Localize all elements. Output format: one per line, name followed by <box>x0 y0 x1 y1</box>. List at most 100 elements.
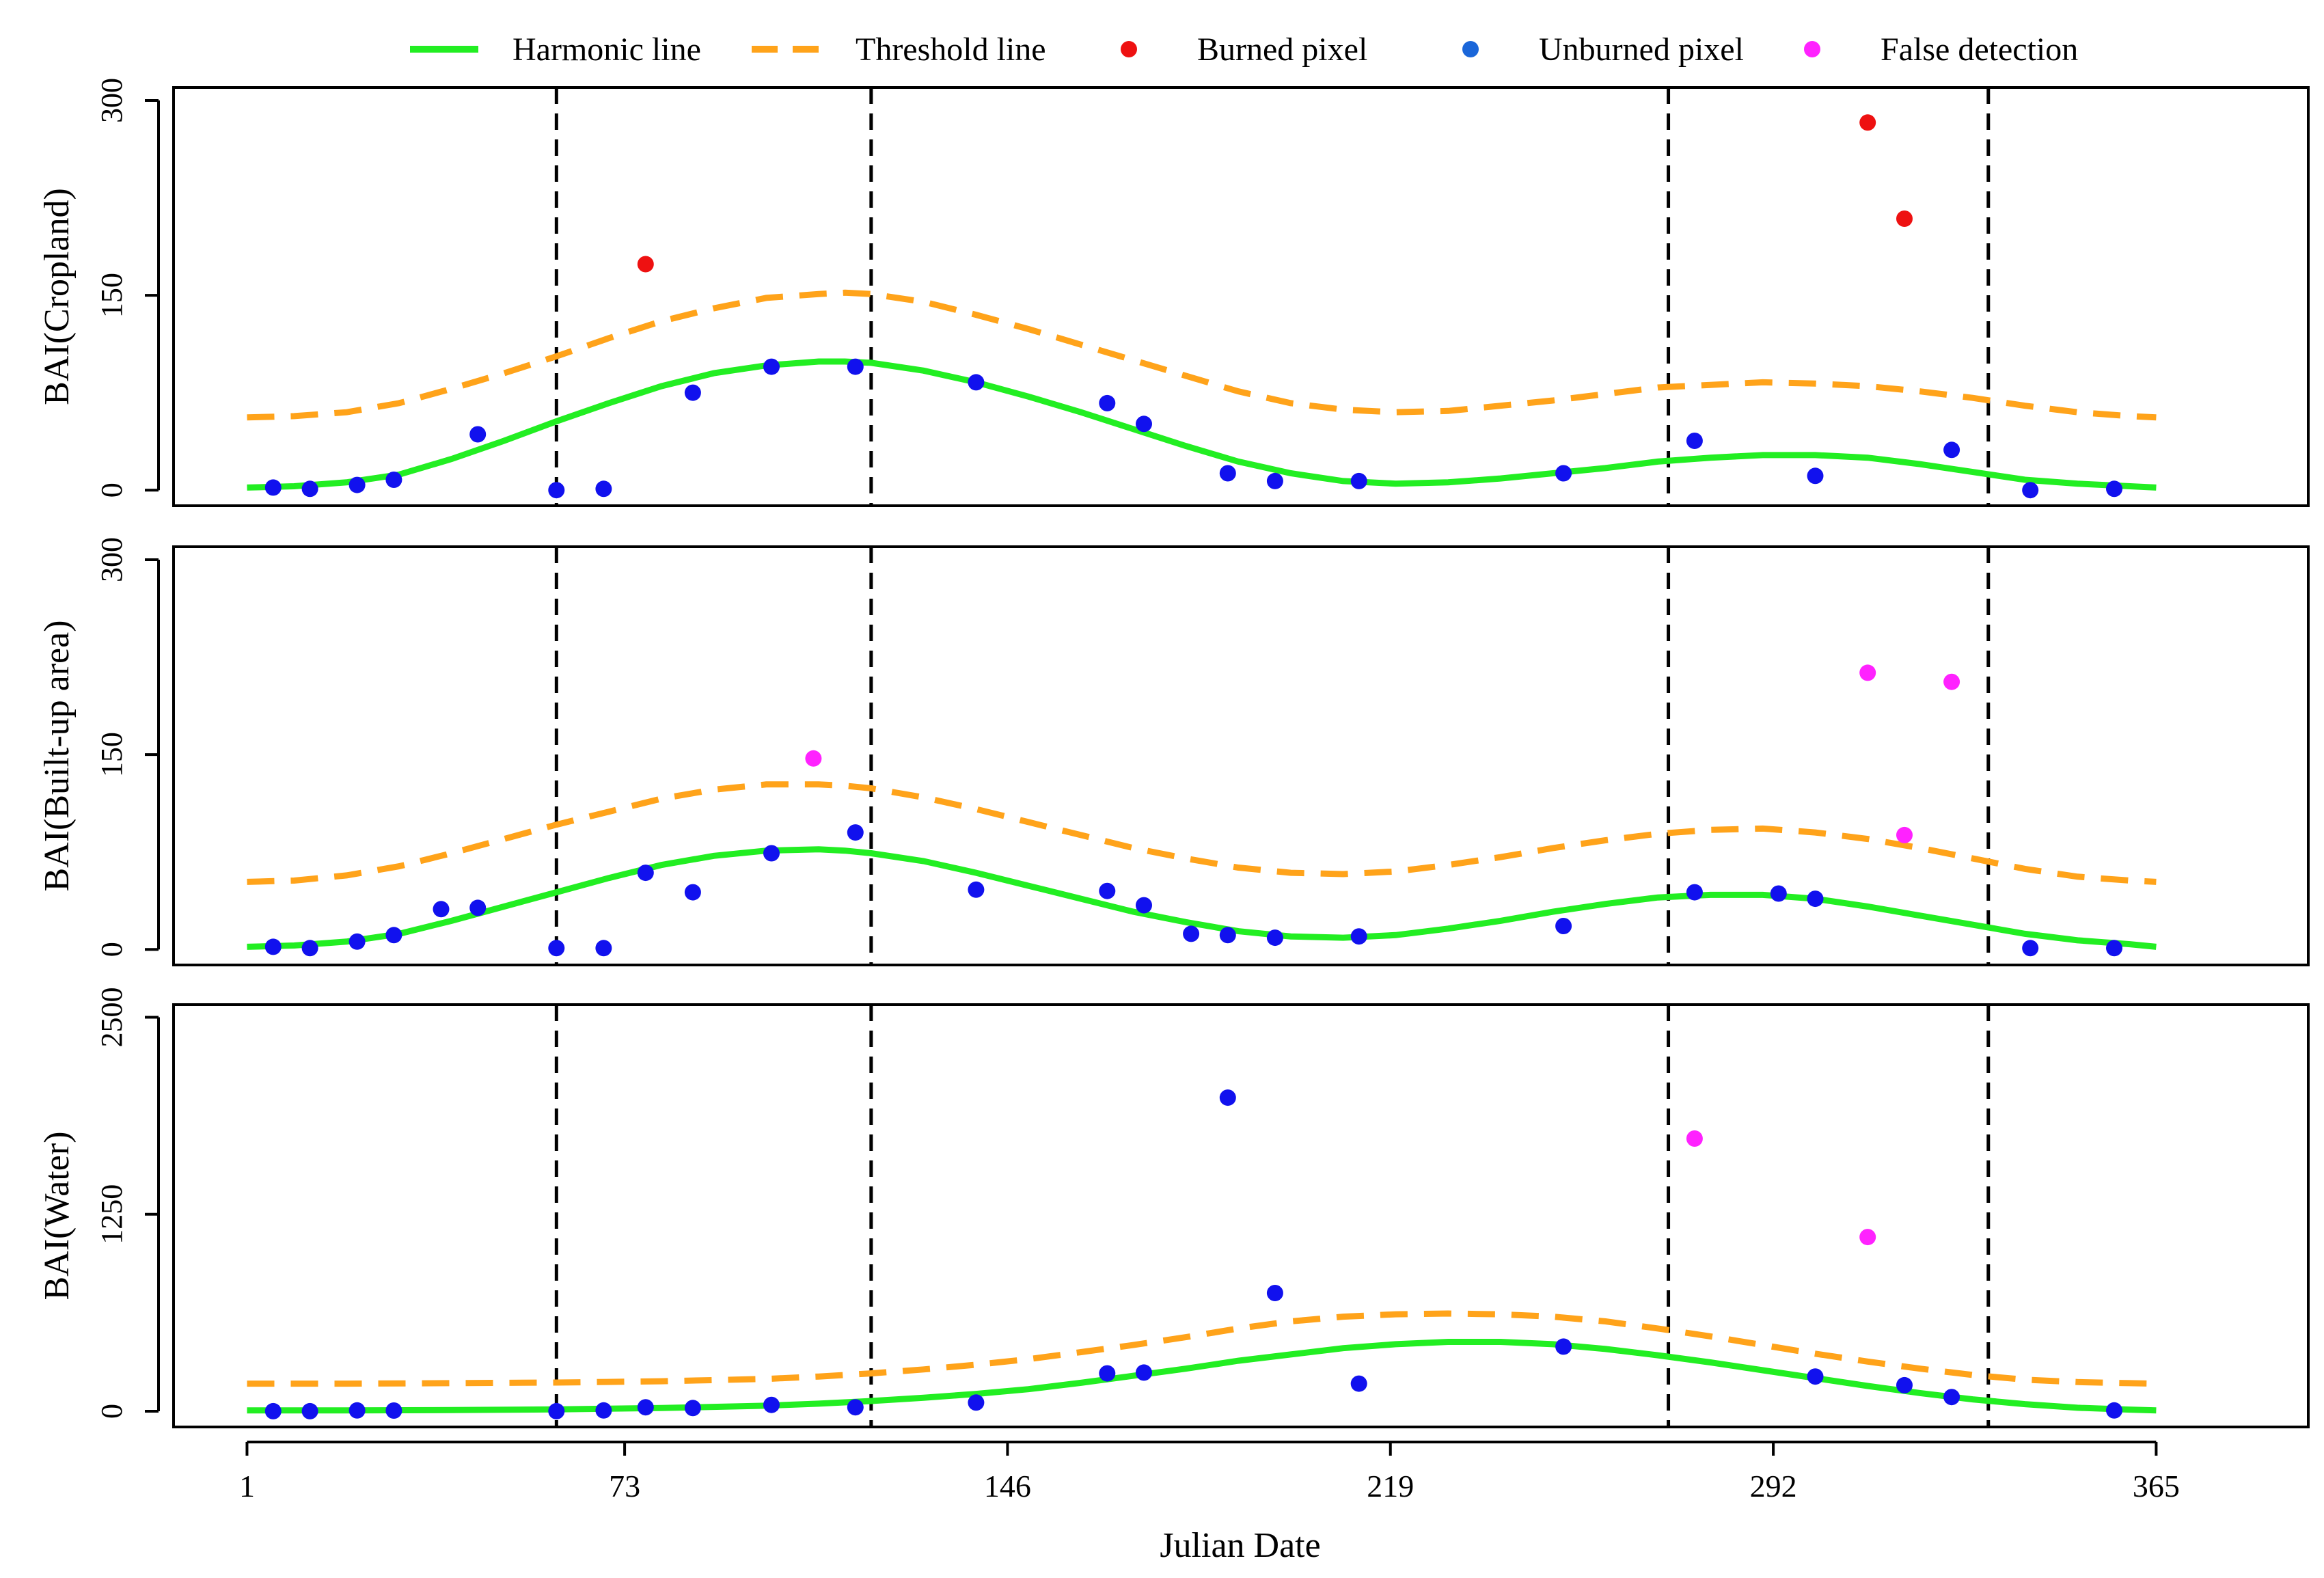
unburned-pixel-point <box>264 479 282 496</box>
x-tick-label: 146 <box>984 1469 1031 1504</box>
legend-swatch-point <box>1121 41 1137 57</box>
unburned-pixel-point <box>763 1396 780 1413</box>
y-tick-label: 150 <box>95 273 128 318</box>
unburned-pixel-point <box>1266 1285 1283 1301</box>
unburned-pixel-point <box>348 476 366 493</box>
unburned-pixel-point <box>1266 929 1283 947</box>
unburned-pixel-point <box>264 1402 282 1419</box>
y-tick-label: 150 <box>95 732 128 777</box>
legend-label: Threshold line <box>856 31 1046 68</box>
unburned-pixel-point <box>301 940 318 957</box>
false-detection-point <box>1896 826 1913 843</box>
false-detection-point <box>1859 1229 1876 1246</box>
unburned-pixel-point <box>264 938 282 955</box>
unburned-pixel-point <box>1350 928 1367 945</box>
unburned-pixel-point <box>1555 918 1572 934</box>
harmonic-line <box>247 1339 2157 1414</box>
y-tick-label: 2500 <box>95 987 128 1047</box>
false-detection-point <box>1859 664 1876 681</box>
unburned-pixel-point <box>2022 482 2039 499</box>
unburned-pixel-point <box>1136 1364 1152 1381</box>
x-tick-label: 292 <box>1750 1469 1797 1504</box>
burned-pixel-point <box>1896 210 1913 227</box>
unburned-pixel-point <box>847 358 864 375</box>
unburned-pixel-point <box>1219 465 1236 482</box>
unburned-pixel-point <box>1350 472 1367 489</box>
unburned-pixel-point <box>2022 940 2039 957</box>
unburned-pixel-point <box>1555 1338 1572 1355</box>
panel-3: 0 1250 2500 BAI(Water) <box>38 987 2310 1428</box>
unburned-pixel-point <box>684 884 701 901</box>
unburned-pixel-point <box>433 901 450 918</box>
x-axis: 1 73 146 219 292 365 <box>239 1441 2180 1504</box>
unburned-pixel-point <box>385 1402 402 1419</box>
panel-frame <box>172 86 2310 507</box>
legend-label: Unburned pixel <box>1539 31 1744 68</box>
threshold-line <box>247 289 2157 421</box>
legend-label: Burned pixel <box>1197 31 1367 68</box>
unburned-pixel-point <box>385 927 402 944</box>
legend-swatch-point <box>1804 41 1820 57</box>
legend: Harmonic line Threshold line Burned pixel U… <box>410 31 2078 68</box>
y-tick-label: 1250 <box>95 1184 128 1244</box>
burned-pixel-point <box>1859 114 1876 131</box>
false-detection-point <box>805 750 822 767</box>
panel-frame <box>172 1003 2310 1428</box>
unburned-pixel-point <box>1807 890 1824 908</box>
y-axis-title: BAI(Cropland) <box>38 188 77 405</box>
x-tick-label: 73 <box>609 1469 640 1504</box>
unburned-pixel-point <box>469 426 487 443</box>
unburned-pixel-point <box>1686 884 1703 901</box>
y-axis-title: BAI(Built-up area) <box>38 620 77 891</box>
unburned-pixel-point <box>1099 1365 1116 1382</box>
panel-1: 0 150 300 BAI(Cropland) <box>38 78 2310 507</box>
unburned-pixel-point <box>1686 433 1703 449</box>
unburned-pixel-point <box>637 1399 654 1416</box>
unburned-pixel-point <box>1896 1376 1913 1393</box>
unburned-pixel-point <box>637 865 654 882</box>
y-axis-title: BAI(Water) <box>38 1131 77 1300</box>
unburned-pixel-point <box>1136 897 1152 914</box>
unburned-pixel-point <box>595 480 612 498</box>
unburned-pixel-point <box>763 845 780 862</box>
unburned-pixel-point <box>1219 927 1236 944</box>
y-tick-label: 300 <box>95 537 128 582</box>
unburned-pixel-point <box>684 1400 701 1417</box>
threshold-line <box>247 1310 2157 1387</box>
legend-label: Harmonic line <box>512 31 701 68</box>
unburned-pixel-point <box>548 482 565 499</box>
unburned-pixel-point <box>847 1399 864 1416</box>
unburned-pixel-point <box>1266 472 1283 489</box>
unburned-pixel-point <box>595 1402 612 1419</box>
panels: 0 150 300 BAI(Cropland) 0 150 300 BAI(Built-up … <box>38 78 2310 1428</box>
unburned-pixel-point <box>1099 394 1116 411</box>
panel-2: 0 150 300 BAI(Built-up area) <box>38 537 2310 966</box>
unburned-pixel-point <box>1183 925 1200 942</box>
unburned-pixel-point <box>847 824 864 841</box>
false-detection-point <box>1943 673 1960 690</box>
unburned-pixel-point <box>684 384 701 401</box>
threshold-line <box>247 781 2157 885</box>
unburned-pixel-point <box>548 940 565 957</box>
legend-swatch-point <box>1462 41 1479 57</box>
unburned-pixel-point <box>2106 940 2122 957</box>
unburned-pixel-point <box>1770 885 1787 902</box>
unburned-pixel-point <box>968 881 985 898</box>
x-tick-label: 219 <box>1367 1469 1414 1504</box>
unburned-pixel-point <box>348 1402 366 1419</box>
unburned-pixel-point <box>1943 441 1960 459</box>
unburned-pixel-point <box>1807 467 1824 485</box>
unburned-pixel-point <box>2106 480 2122 498</box>
harmonic-line <box>247 358 2157 491</box>
harmonic-line <box>247 846 2157 950</box>
unburned-pixel-point <box>301 1402 318 1419</box>
unburned-pixel-point <box>1136 416 1152 433</box>
unburned-pixel-point <box>595 940 612 957</box>
panel-frame <box>172 545 2310 966</box>
unburned-pixel-point <box>1350 1375 1367 1392</box>
x-tick-label: 1 <box>239 1469 255 1504</box>
unburned-pixel-point <box>1943 1389 1960 1406</box>
unburned-pixel-point <box>1807 1368 1824 1385</box>
